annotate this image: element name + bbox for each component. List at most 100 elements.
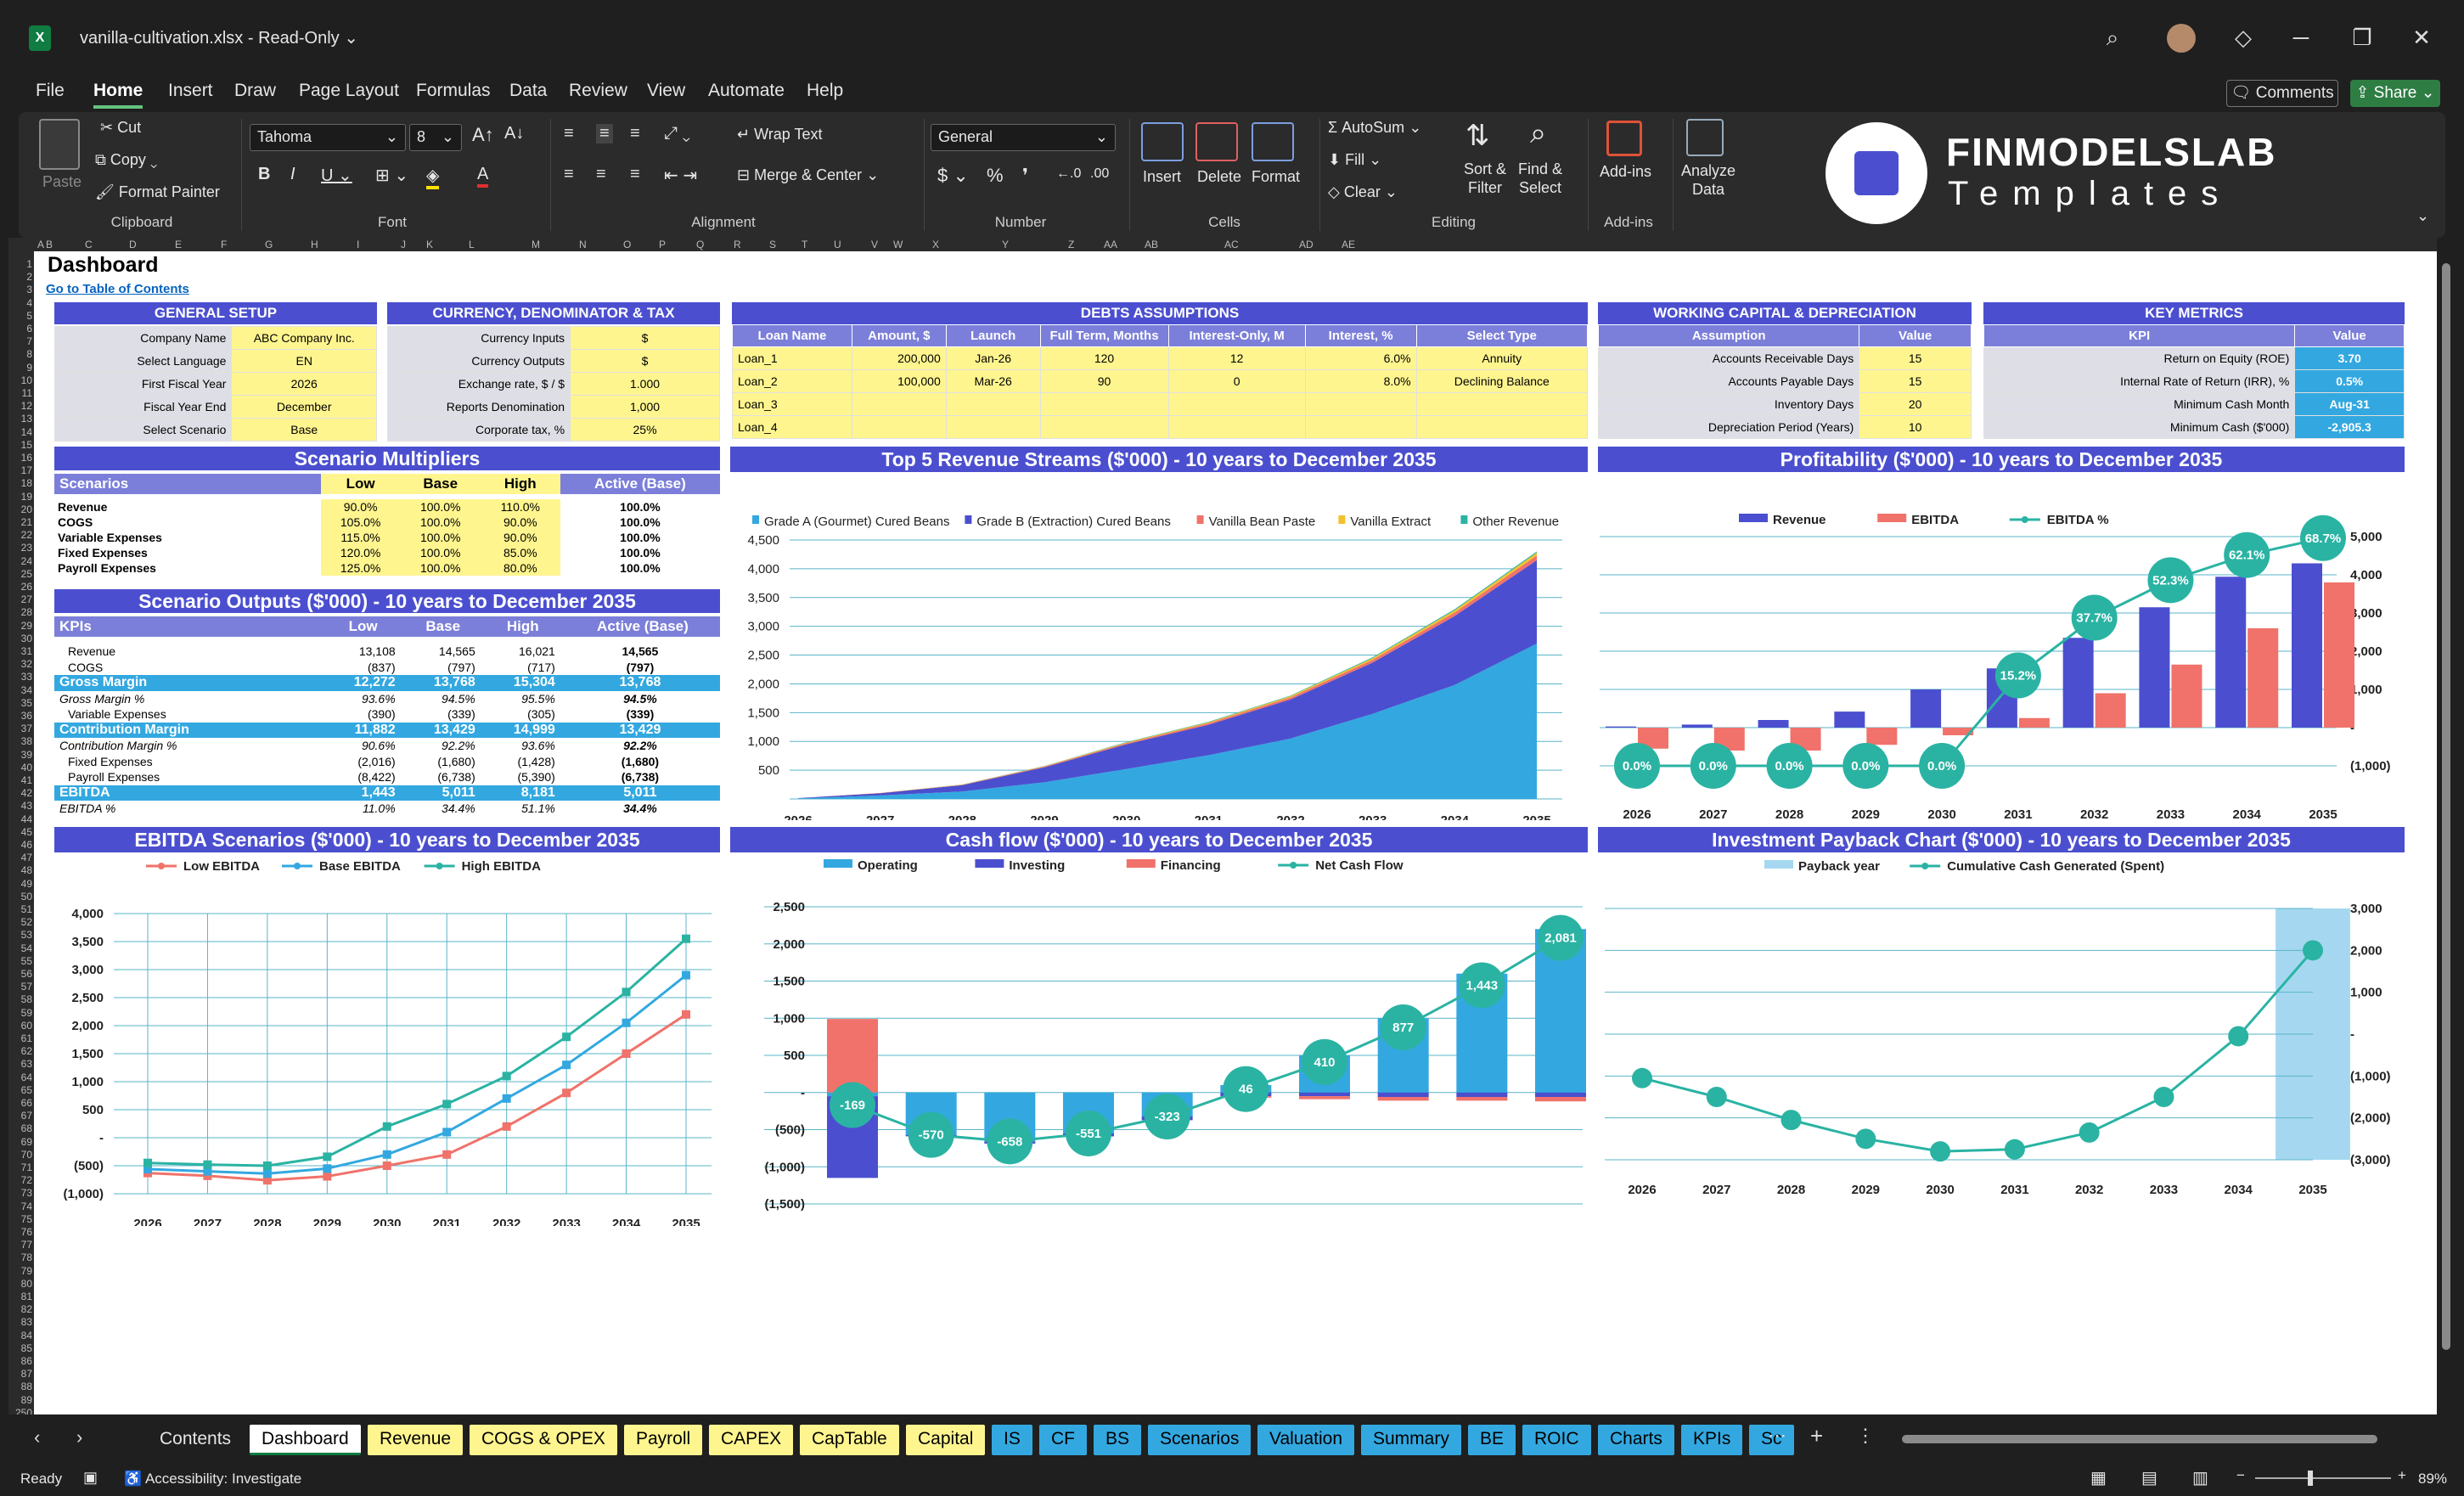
wrap-text-button[interactable]: ↵ Wrap Text — [737, 126, 823, 143]
column-header[interactable]: X — [932, 239, 940, 250]
menu-help[interactable]: Help — [807, 81, 844, 100]
row-value[interactable]: 25% — [570, 418, 720, 441]
row-header[interactable]: 55 — [20, 954, 32, 967]
row-header[interactable]: 77 — [20, 1239, 32, 1251]
table-cell[interactable]: 0 — [1167, 369, 1306, 393]
normal-view-icon[interactable]: ▦ — [2090, 1469, 2107, 1488]
row-header[interactable]: 86 — [20, 1355, 32, 1367]
row-header[interactable]: 39 — [20, 748, 32, 761]
row-header[interactable]: 48 — [20, 864, 32, 877]
row-header[interactable]: 29 — [20, 619, 32, 632]
worksheet-grid[interactable]: Dashboard Go to Table of Contents GENERA… — [34, 251, 2437, 1414]
table-cell[interactable]: 20 — [1859, 392, 1972, 416]
sheet-tab[interactable]: CAPEX — [709, 1425, 794, 1455]
table-cell[interactable]: Mar-26 — [945, 369, 1041, 393]
addins-label[interactable]: Add-ins — [1600, 163, 1652, 180]
file-title[interactable]: vanilla-cultivation.xlsx - Read-Only ⌄ — [80, 29, 359, 48]
font-name-combo[interactable]: Tahoma ⌄ — [250, 124, 406, 151]
row-header[interactable]: 21 — [20, 516, 32, 528]
column-header[interactable]: T — [802, 239, 808, 250]
sort-filter-label[interactable]: Sort & Filter — [1464, 160, 1507, 196]
row-value[interactable]: ABC Company Inc. — [231, 326, 377, 350]
decrease-decimal-icon[interactable]: .00 — [1090, 166, 1110, 181]
align-middle-icon[interactable]: ≡ — [596, 124, 613, 143]
column-header[interactable]: D — [129, 239, 137, 250]
table-cell[interactable]: 100.0% — [400, 545, 481, 560]
row-header[interactable]: 33 — [20, 671, 32, 683]
menu-data[interactable]: Data — [509, 81, 548, 100]
align-right-icon[interactable]: ≡ — [630, 165, 640, 183]
comments-button[interactable]: 🗨 Comments — [2226, 80, 2338, 107]
insert-label[interactable]: Insert — [1143, 168, 1182, 185]
row-header[interactable]: 87 — [20, 1368, 32, 1381]
sheet-tab[interactable]: KPIs — [1681, 1425, 1743, 1455]
sheet-tab[interactable]: Dashboard — [250, 1425, 361, 1455]
row-header[interactable]: 24 — [20, 554, 32, 567]
table-cell[interactable]: Accounts Payable Days — [1597, 369, 1860, 393]
zoom-in-icon[interactable]: + — [2398, 1467, 2406, 1483]
borders-icon[interactable]: ⊞ ⌄ — [375, 166, 409, 185]
table-cell[interactable] — [1304, 392, 1417, 416]
table-cell[interactable]: 12 — [1167, 346, 1306, 370]
row-header[interactable]: 40 — [20, 761, 32, 773]
row-value[interactable]: December — [231, 395, 377, 419]
orientation-icon[interactable]: ⤢ ⌄ — [664, 124, 690, 143]
sheet-tab[interactable]: ROIC — [1522, 1425, 1591, 1455]
row-header[interactable]: 57 — [20, 981, 32, 993]
row-header[interactable]: 6 — [26, 323, 32, 335]
table-cell[interactable]: Internal Rate of Return (IRR), % — [1983, 369, 2296, 393]
column-header[interactable]: Z — [1068, 239, 1075, 250]
underline-icon[interactable]: U ⌄ — [321, 166, 352, 185]
table-cell[interactable]: Minimum Cash ($'000) — [1983, 415, 2296, 439]
analyze-data-icon[interactable] — [1686, 119, 1724, 156]
row-header[interactable]: 23 — [20, 542, 32, 554]
column-header[interactable]: AE — [1342, 239, 1356, 250]
row-header[interactable]: 26 — [20, 581, 32, 593]
paste-icon[interactable] — [39, 119, 80, 170]
sheet-tab[interactable]: Scenarios — [1148, 1425, 1252, 1455]
row-header[interactable]: 42 — [20, 787, 32, 800]
zoom-out-icon[interactable]: − — [2236, 1467, 2245, 1483]
column-header[interactable]: Q — [696, 239, 705, 250]
table-cell[interactable]: Accounts Receivable Days — [1597, 346, 1860, 370]
menu-page-layout[interactable]: Page Layout — [299, 81, 399, 100]
avatar[interactable] — [2167, 24, 2196, 53]
sheet-tab[interactable]: BE — [1468, 1425, 1516, 1455]
more-tabs-icon[interactable]: ⋯ — [1768, 1425, 1786, 1446]
table-of-contents-link[interactable]: Go to Table of Contents — [46, 282, 189, 296]
row-header[interactable]: 79 — [20, 1264, 32, 1277]
row-header[interactable]: 59 — [20, 1006, 32, 1019]
horizontal-scrollbar[interactable] — [1902, 1435, 2377, 1443]
column-header[interactable]: C — [85, 239, 93, 250]
tab-scroll-left-icon[interactable]: ‹ — [34, 1426, 41, 1448]
row-header[interactable]: 16 — [20, 452, 32, 464]
row-header[interactable]: 34 — [20, 683, 32, 696]
row-header[interactable]: 28 — [20, 606, 32, 619]
table-cell[interactable]: 100,000 — [851, 369, 947, 393]
table-cell[interactable]: 90.0% — [320, 499, 401, 515]
row-header[interactable]: 74 — [20, 1200, 32, 1212]
table-cell[interactable]: 200,000 — [851, 346, 947, 370]
table-cell[interactable]: 15 — [1859, 346, 1972, 370]
row-header[interactable]: 80 — [20, 1277, 32, 1290]
zoom-slider[interactable] — [2255, 1477, 2391, 1479]
column-header[interactable]: AB — [1145, 239, 1159, 250]
row-header[interactable]: 56 — [20, 968, 32, 980]
row-header[interactable]: 32 — [20, 658, 32, 671]
row-header[interactable]: 17 — [20, 464, 32, 477]
row-header[interactable]: 66 — [20, 1097, 32, 1109]
scroll-thumb[interactable] — [2442, 263, 2450, 1350]
comma-icon[interactable]: ❜ — [1022, 165, 1029, 186]
align-bottom-icon[interactable]: ≡ — [630, 124, 640, 143]
row-header[interactable]: 36 — [20, 710, 32, 722]
column-header[interactable]: F — [221, 239, 228, 250]
sheet-tab[interactable]: BS — [1094, 1425, 1142, 1455]
row-header[interactable]: 83 — [20, 1316, 32, 1329]
table-cell[interactable]: 125.0% — [320, 560, 401, 576]
row-header[interactable]: 19 — [20, 490, 32, 503]
currency-icon[interactable]: $ ⌄ — [937, 165, 969, 186]
table-cell[interactable]: Inventory Days — [1597, 392, 1860, 416]
insert-cells-icon[interactable] — [1141, 122, 1184, 161]
menu-formulas[interactable]: Formulas — [416, 81, 491, 100]
font-grow-icon[interactable]: A↑ — [472, 124, 494, 145]
